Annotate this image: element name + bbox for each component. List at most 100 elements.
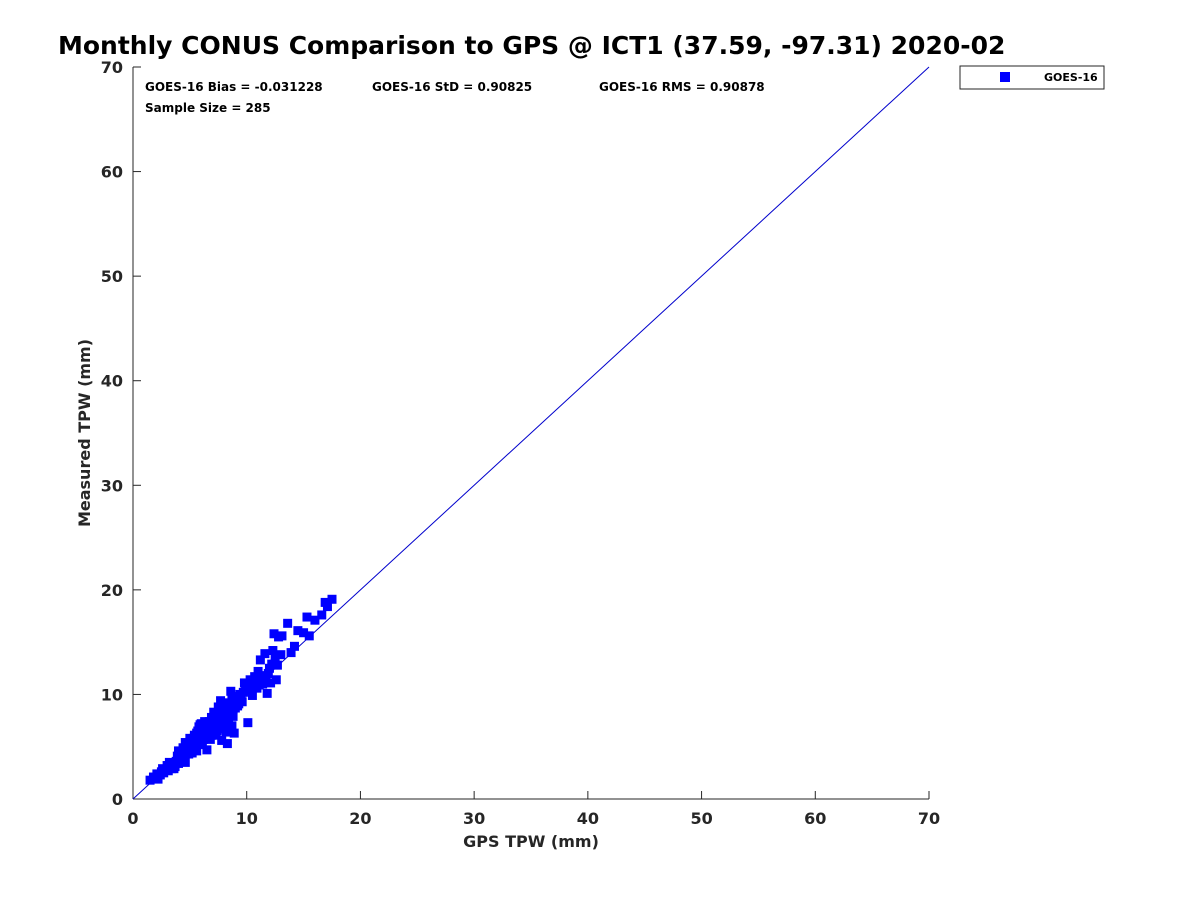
data-point [173,746,183,756]
data-point [188,741,198,751]
data-point [260,649,270,659]
data-point [271,675,281,685]
data-point [269,629,279,639]
data-point [289,641,299,651]
data-point [327,594,337,604]
x-tick-label: 20 [349,809,371,828]
data-point [224,715,234,725]
data-point [317,610,327,620]
legend-label-goes-16: GOES-16 [1044,71,1098,84]
stat-sample-size: Sample Size = 285 [145,101,271,115]
stat-std: GOES-16 StD = 0.90825 [372,80,532,94]
data-point [259,677,269,687]
data-point [213,702,223,712]
data-point [229,728,239,738]
data-point [206,730,216,740]
y-tick-label: 60 [101,163,123,182]
data-point [255,655,265,665]
data-point [272,660,282,670]
data-point [310,615,320,625]
data-point [217,735,227,745]
data-point [227,695,237,705]
x-tick-label: 40 [577,809,599,828]
legend-box [959,65,1105,90]
data-point [266,678,276,688]
y-ticks: 0 10 20 30 40 50 60 70 [101,58,141,809]
data-point [185,747,195,757]
data-point [227,721,237,731]
y-tick-label: 20 [101,581,123,600]
data-points [145,594,337,785]
data-point [202,745,212,755]
data-point [293,626,303,636]
data-point [221,727,231,737]
data-point [222,739,232,749]
y-tick-label: 30 [101,476,123,495]
data-point [205,718,215,728]
data-point [234,699,244,709]
data-point [180,738,190,748]
legend: GOES-16 [959,65,1105,90]
data-point [277,631,287,641]
x-tick-label: 10 [236,809,258,828]
data-point [226,686,236,696]
data-point [243,718,253,728]
data-point [268,646,278,656]
data-point [158,764,168,774]
data-point [276,650,286,660]
data-point [222,698,232,708]
data-point [246,686,256,696]
stat-bias: GOES-16 Bias = -0.031228 [145,80,323,94]
data-point [299,628,309,638]
x-tick-label: 70 [918,809,940,828]
data-point [180,757,190,767]
data-point [253,666,263,676]
chart-title: Monthly CONUS Comparison to GPS @ ICT1 (… [58,31,1005,60]
data-point [254,680,264,690]
data-point [216,696,226,706]
x-tick-label: 50 [690,809,712,828]
y-tick-label: 40 [101,372,123,391]
data-point [263,669,273,679]
y-tick-label: 0 [112,790,123,809]
data-point [244,679,254,689]
x-axis-label: GPS TPW (mm) [463,832,599,851]
data-point [192,746,202,756]
x-tick-label: 30 [463,809,485,828]
data-point [267,659,277,669]
data-point [219,719,229,729]
x-tick-label: 60 [804,809,826,828]
data-point [238,687,248,697]
stat-rms: GOES-16 RMS = 0.90878 [599,80,765,94]
data-point [249,681,259,691]
data-point [196,719,206,729]
data-point [196,740,206,750]
data-point [170,762,180,772]
data-point [286,648,296,658]
y-axis-label: Measured TPW (mm) [75,339,94,527]
data-point [199,734,209,744]
x-ticks: 0 10 20 30 40 50 60 70 [127,791,940,828]
data-point [210,725,220,735]
data-point [322,602,332,612]
data-point [304,631,314,641]
data-point [178,750,188,760]
y-tick-label: 10 [101,685,123,704]
data-point [231,692,241,702]
data-point [195,725,205,735]
legend-marker-goes-16 [1000,72,1010,82]
x-tick-label: 0 [127,809,138,828]
data-point [236,694,246,704]
data-point [270,654,280,664]
data-point [202,728,212,738]
data-point [152,769,162,779]
data-point [262,688,272,698]
data-point [302,612,312,622]
y-tick-label: 50 [101,267,123,286]
data-point [213,711,223,721]
y-tick-label: 70 [101,58,123,77]
data-point [164,757,174,767]
data-point [228,711,238,721]
data-point [283,618,293,628]
